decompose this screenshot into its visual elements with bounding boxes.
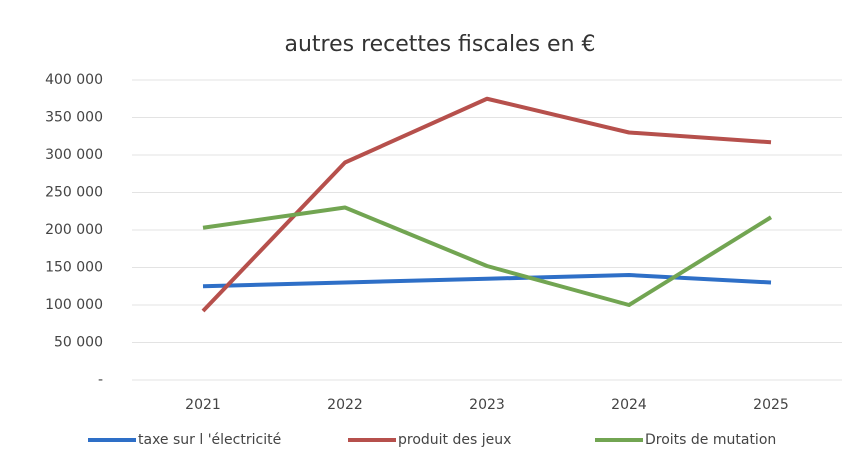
- series-line: [201, 96, 772, 313]
- chart-title: autres recettes fiscales en €: [284, 32, 595, 57]
- x-tick-label: 2024: [611, 397, 647, 413]
- y-tick-label: 300 000: [45, 147, 103, 163]
- x-tick-label: 2023: [469, 397, 505, 413]
- y-tick-label: -: [98, 372, 103, 388]
- y-tick-label: 250 000: [45, 185, 103, 201]
- x-tick-label: 2021: [185, 397, 221, 413]
- y-tick-label: 100 000: [45, 297, 103, 313]
- y-tick-label: 50 000: [54, 335, 103, 351]
- y-tick-label: 350 000: [45, 110, 103, 126]
- legend-label: taxe sur l 'électricité: [138, 432, 281, 448]
- y-tick-label: 150 000: [45, 260, 103, 276]
- y-tick-label: 400 000: [45, 72, 103, 88]
- y-tick-label: 200 000: [45, 222, 103, 238]
- x-tick-label: 2022: [327, 397, 363, 413]
- series-line: [202, 205, 773, 307]
- legend-label: produit des jeux: [398, 432, 511, 448]
- x-tick-label: 2025: [753, 397, 789, 413]
- legend-label: Droits de mutation: [645, 432, 776, 448]
